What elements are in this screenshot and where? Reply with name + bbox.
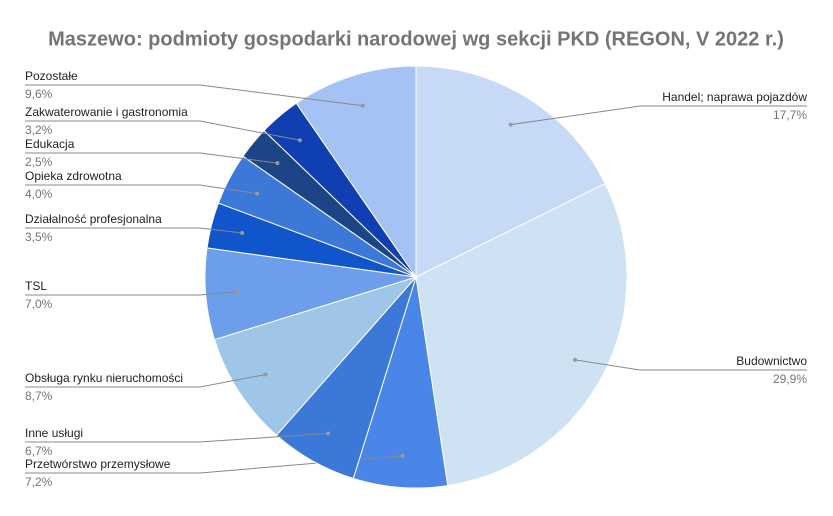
pie-slice bbox=[415, 65, 606, 278]
slice-label: Działalność profesjonalna bbox=[25, 212, 162, 226]
slice-label: Przetwórstwo przemysłowe bbox=[25, 457, 171, 471]
slice-label: Zakwaterowanie i gastronomia bbox=[25, 105, 188, 119]
slice-label: TSL bbox=[25, 279, 47, 293]
leader-dot bbox=[240, 230, 245, 235]
slice-label: Budownictwo bbox=[736, 354, 807, 368]
slice-value: 3,5% bbox=[25, 230, 53, 244]
leader-dot bbox=[508, 122, 513, 127]
chart-title: Maszewo: podmioty gospodarki narodowej w… bbox=[48, 28, 784, 50]
slice-label: Handel; naprawa pojazdów bbox=[662, 90, 807, 104]
leader-line bbox=[25, 184, 258, 195]
leader-dot bbox=[297, 138, 302, 143]
slice-value: 17,7% bbox=[773, 108, 807, 122]
leader-line bbox=[25, 152, 278, 164]
leader-dot bbox=[255, 191, 260, 196]
leader-line bbox=[25, 291, 238, 296]
slice-label: Edukacja bbox=[25, 137, 75, 151]
leader-line bbox=[574, 359, 807, 371]
slice-label: Pozostałe bbox=[25, 69, 78, 83]
leader-line bbox=[25, 84, 363, 107]
slice-label: Opieka zdrowotna bbox=[25, 169, 122, 183]
leader-dot bbox=[573, 357, 578, 362]
slice-value: 2,5% bbox=[25, 155, 53, 169]
slice-label: Inne usługi bbox=[25, 426, 83, 440]
leader-dot bbox=[263, 372, 268, 377]
slice-value: 3,2% bbox=[25, 123, 53, 137]
leader-line bbox=[25, 120, 301, 141]
slice-value: 4,0% bbox=[25, 187, 53, 201]
leader-dot bbox=[235, 289, 240, 294]
slice-label: Obsługa rynku nieruchomości bbox=[25, 371, 183, 385]
leader-dot bbox=[275, 161, 280, 166]
pie-slice bbox=[213, 275, 418, 436]
leader-line bbox=[25, 432, 329, 443]
leader-dot bbox=[360, 103, 365, 108]
slice-value: 29,9% bbox=[773, 372, 807, 386]
slice-value: 7,0% bbox=[25, 297, 53, 311]
slice-value: 8,7% bbox=[25, 389, 53, 403]
slice-value: 9,6% bbox=[25, 87, 53, 101]
pie-slice bbox=[295, 65, 417, 279]
leader-line bbox=[510, 105, 807, 126]
slice-value: 6,7% bbox=[25, 444, 53, 458]
pie-slice bbox=[415, 182, 628, 487]
leader-dot bbox=[326, 431, 331, 436]
leader-line bbox=[25, 374, 266, 388]
slice-value: 7,2% bbox=[25, 475, 53, 489]
leader-line bbox=[25, 227, 243, 234]
leader-dot bbox=[400, 453, 405, 458]
